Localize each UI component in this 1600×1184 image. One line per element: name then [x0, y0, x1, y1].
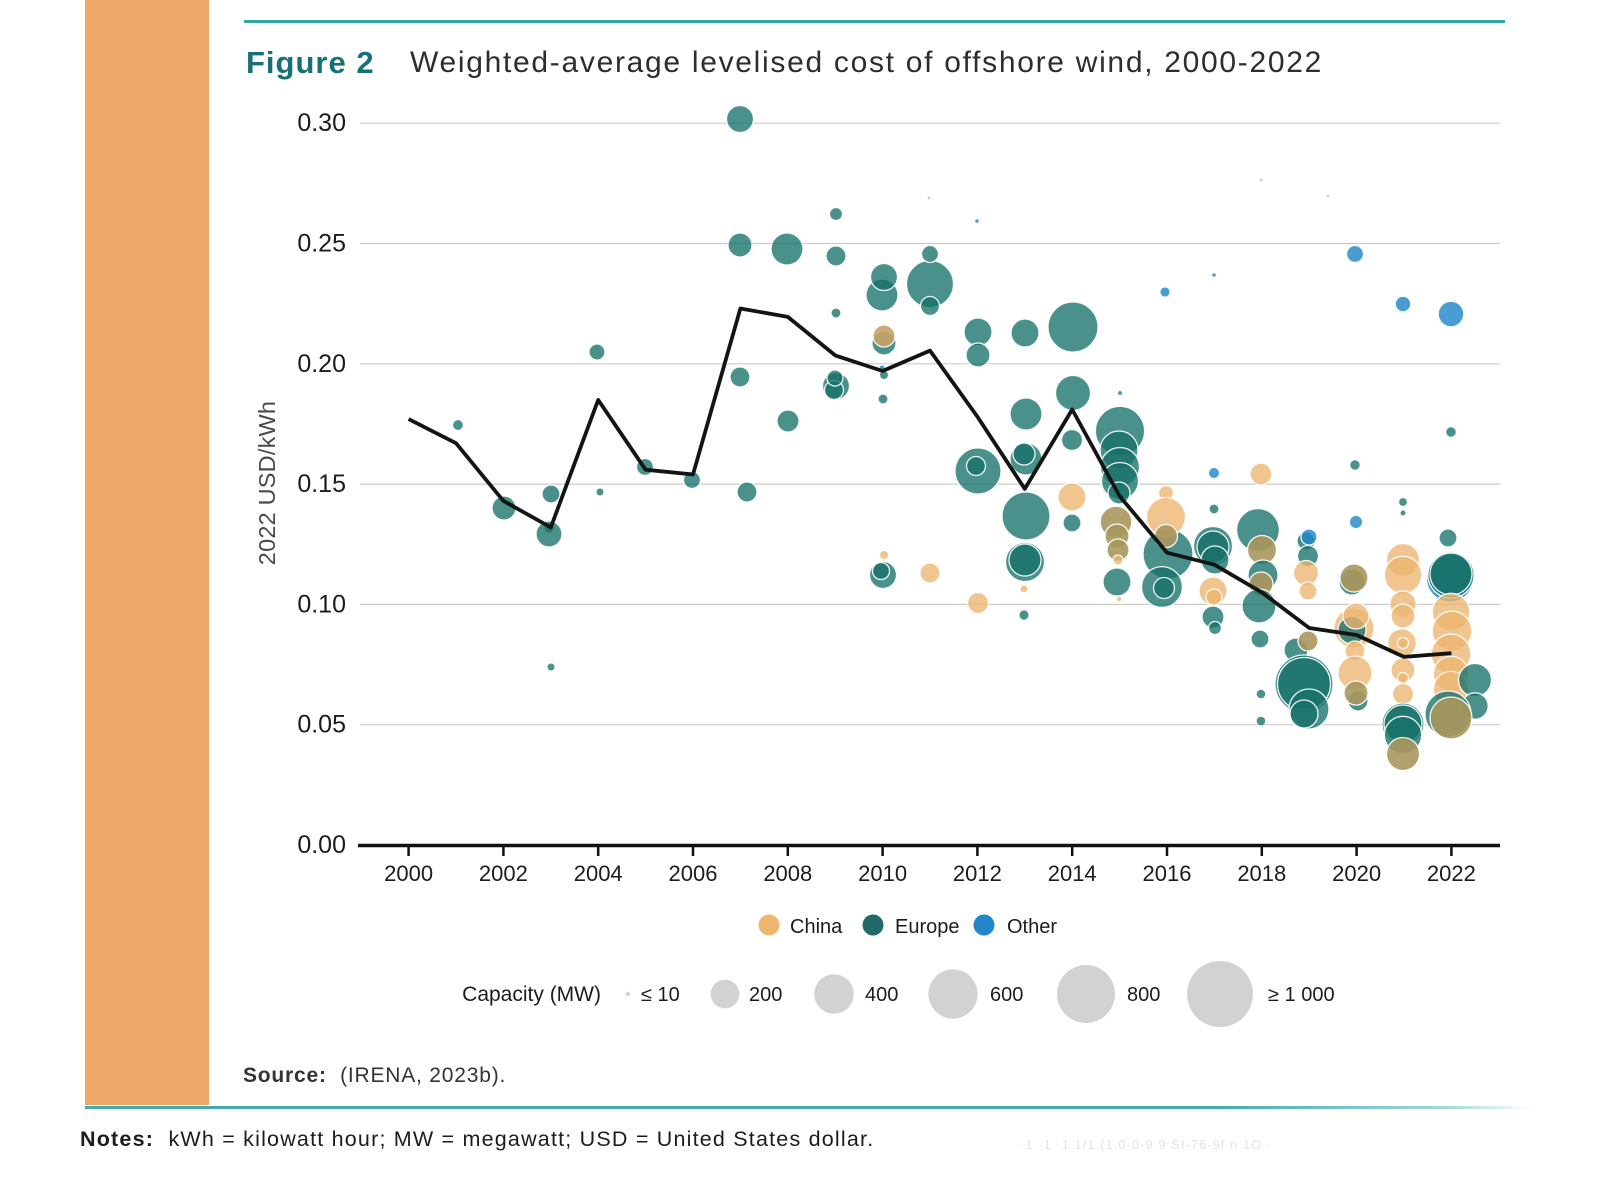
- svg-text:0.00: 0.00: [297, 831, 346, 859]
- svg-text:Europe: Europe: [895, 916, 960, 938]
- svg-text:800: 800: [1127, 984, 1160, 1006]
- svg-text:0.15: 0.15: [297, 470, 346, 498]
- svg-text:Capacity (MW): Capacity (MW): [462, 983, 601, 1006]
- svg-text:0.25: 0.25: [297, 230, 346, 258]
- svg-text:2004: 2004: [574, 861, 623, 886]
- svg-text:≥ 1 000: ≥ 1 000: [1268, 984, 1335, 1006]
- svg-text:2012: 2012: [953, 861, 1002, 886]
- svg-text:2020: 2020: [1332, 861, 1381, 886]
- svg-text:0.05: 0.05: [297, 711, 346, 739]
- svg-text:0.10: 0.10: [297, 590, 346, 618]
- svg-text:2010: 2010: [858, 861, 907, 886]
- svg-text:2014: 2014: [1048, 861, 1097, 886]
- svg-text:2000: 2000: [384, 861, 433, 886]
- svg-text:2022: 2022: [1427, 861, 1476, 886]
- svg-text:200: 200: [749, 984, 782, 1006]
- svg-text:2008: 2008: [763, 861, 812, 886]
- svg-text:2006: 2006: [669, 861, 718, 886]
- svg-text:0.30: 0.30: [297, 109, 346, 137]
- svg-text:Other: Other: [1007, 916, 1057, 938]
- svg-text:2022 USD/kWh: 2022 USD/kWh: [254, 401, 280, 565]
- svg-text:≤ 10: ≤ 10: [641, 984, 680, 1006]
- svg-text:2018: 2018: [1237, 861, 1286, 886]
- svg-text:2002: 2002: [479, 861, 528, 886]
- svg-text:China: China: [790, 916, 843, 938]
- svg-text:0.20: 0.20: [297, 350, 346, 378]
- svg-text:400: 400: [865, 984, 898, 1006]
- svg-text:2016: 2016: [1143, 861, 1192, 886]
- svg-text:600: 600: [990, 984, 1023, 1006]
